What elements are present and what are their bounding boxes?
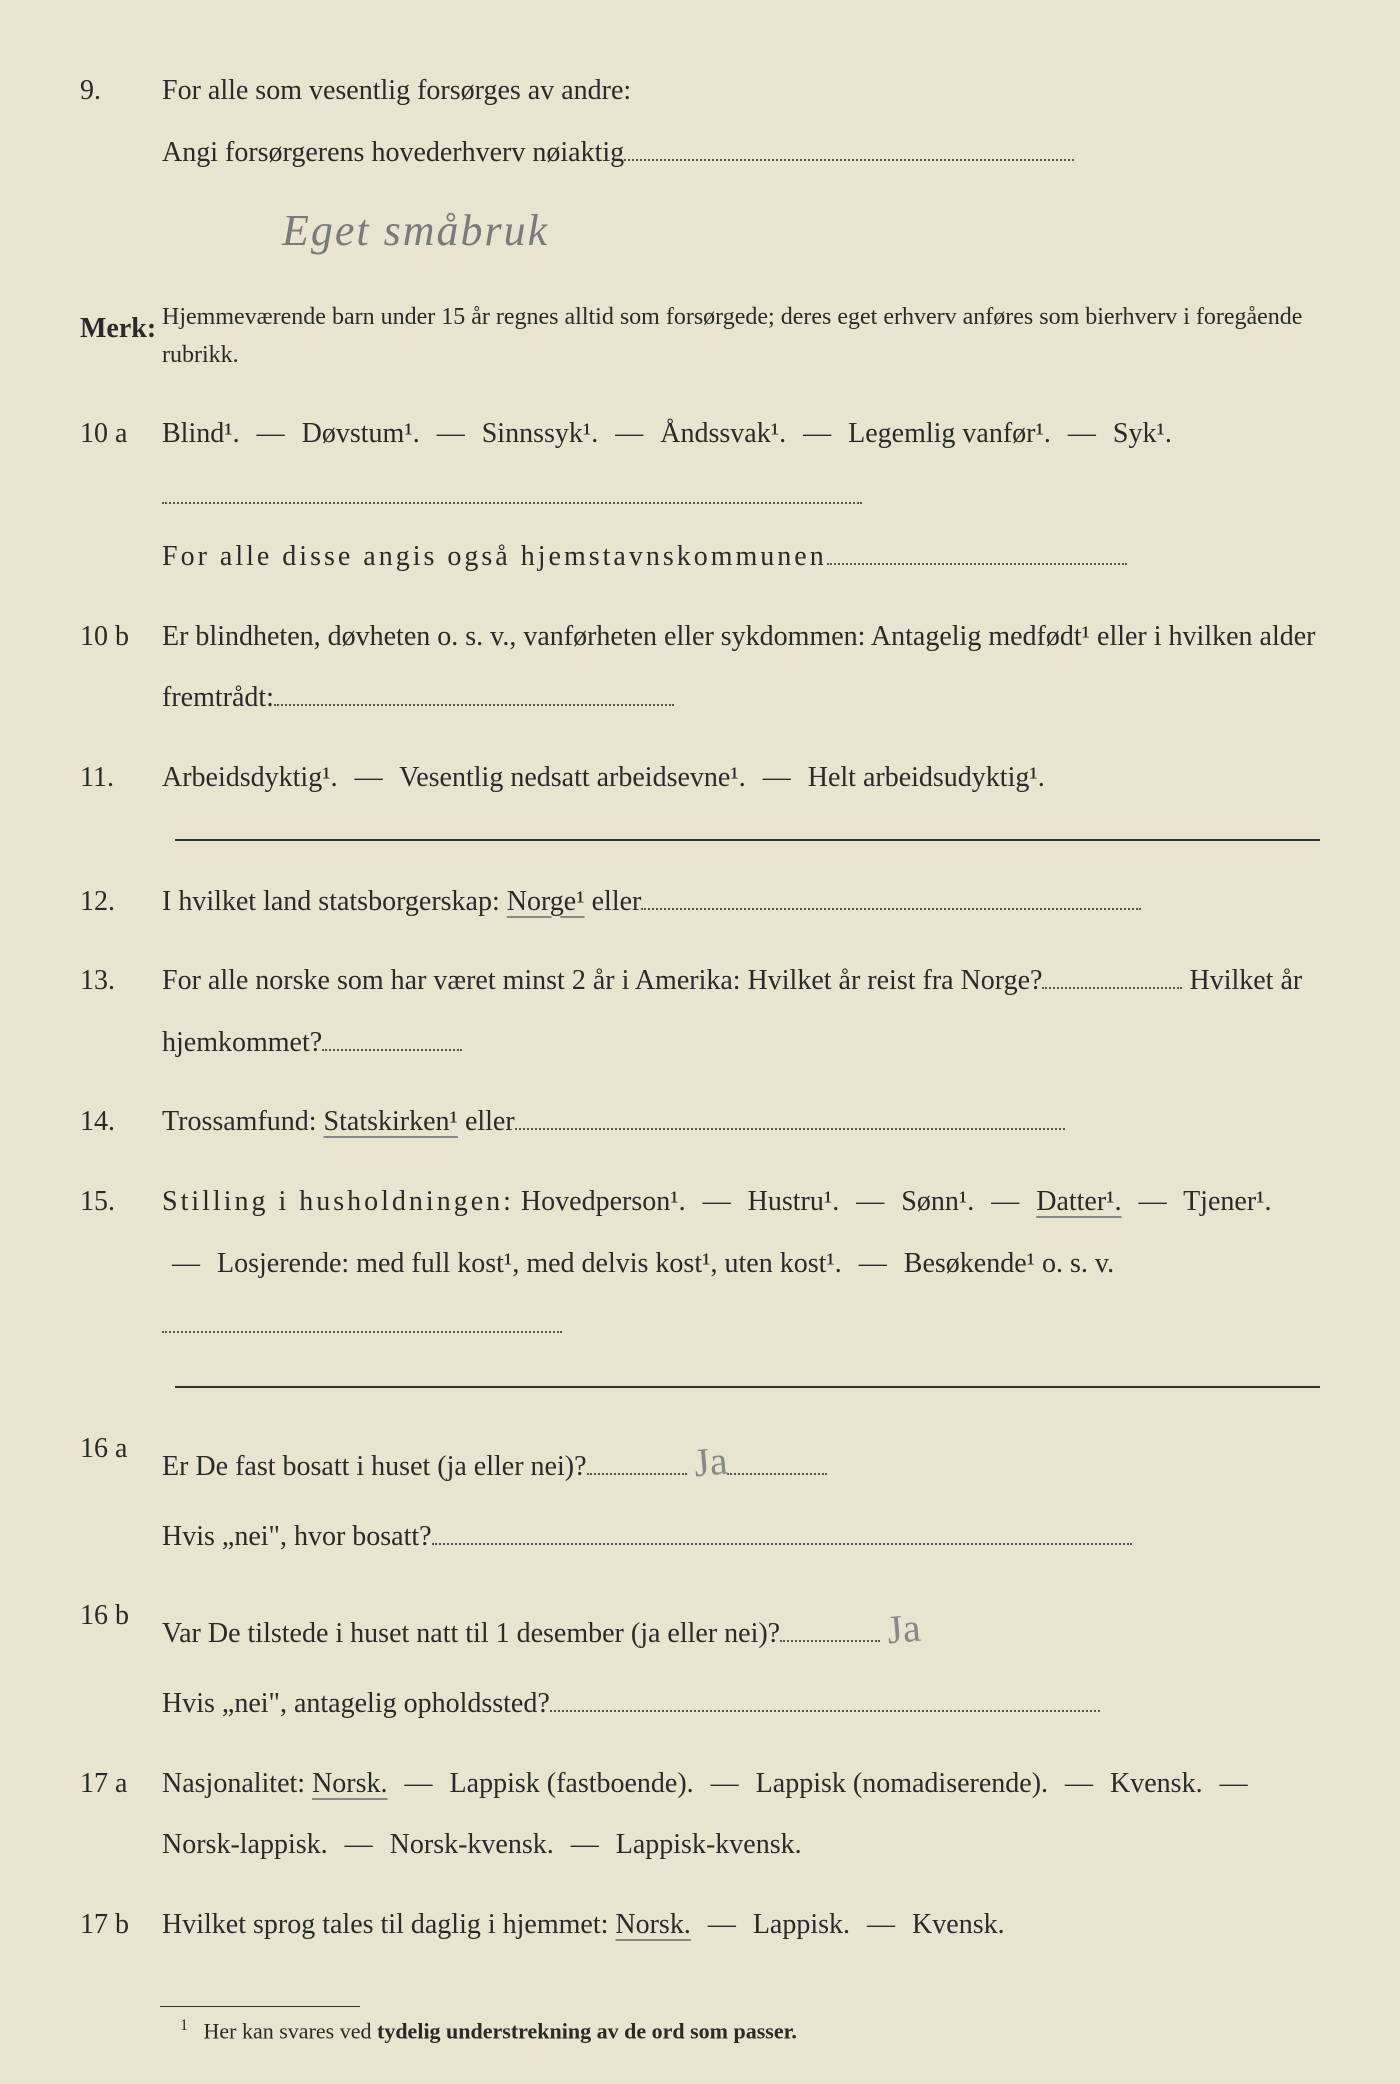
q11-number: 11. [80, 747, 155, 809]
q15-opt-tjener: Tjener¹. [1183, 1186, 1271, 1217]
q10a-number: 10 a [80, 403, 155, 465]
q17a-opt-lappisk-kvensk: Lappisk-kvensk. [616, 1829, 802, 1860]
q17a-text: Nasjonalitet: [162, 1768, 305, 1799]
question-13: 13. For alle norske som har været minst … [80, 950, 1320, 1073]
footnote-rule [160, 2006, 360, 2007]
q12-text: I hvilket land statsborgerskap: [162, 886, 500, 917]
q13-text: For alle norske som har været minst 2 år… [162, 965, 1042, 996]
merk-note: Merk: Hjemmeværende barn under 15 år reg… [80, 298, 1320, 385]
q16b-body: Var De tilstede i huset natt til 1 desem… [162, 1585, 1317, 1735]
q17b-opt-norsk: Norsk. [615, 1909, 690, 1940]
question-9: 9. For alle som vesentlig forsørges av a… [80, 60, 1320, 280]
question-17b: 17 b Hvilket sprog tales til daglig i hj… [80, 1894, 1320, 1956]
q10a-opt-blind: Blind¹. [162, 418, 240, 449]
q10a-line2: For alle disse angis også hjemstavnskomm… [162, 541, 827, 572]
q14-option: Statskirken¹ [324, 1106, 458, 1137]
q15-opt-hustru: Hustru¹. [748, 1186, 840, 1217]
q9-line1: For alle som vesentlig forsørges av andr… [162, 75, 631, 106]
merk-text: Hjemmeværende barn under 15 år regnes al… [162, 298, 1317, 375]
question-17a: 17 a Nasjonalitet: Norsk. — Lappisk (fas… [80, 1753, 1320, 1876]
question-12: 12. I hvilket land statsborgerskap: Norg… [80, 871, 1320, 933]
q15-opt-sonn: Sønn¹. [901, 1186, 974, 1217]
q17a-number: 17 a [80, 1753, 155, 1815]
q10a-opt-sinnssyk: Sinnssyk¹. [482, 418, 599, 449]
q14-body: Trossamfund: Statskirken¹ eller [162, 1091, 1317, 1153]
q17a-opt-norsk-kvensk: Norsk-kvensk. [390, 1829, 554, 1860]
q16b-text2: Hvis „nei", antagelig opholdssted? [162, 1688, 550, 1719]
q15-opt-losjerende: Losjerende: med full kost¹, med delvis k… [217, 1248, 842, 1279]
q17a-opt-norsk: Norsk. [312, 1768, 387, 1799]
q15-opt-besokende: Besøkende¹ o. s. v. [904, 1248, 1114, 1279]
q17b-opt-kvensk: Kvensk. [912, 1909, 1005, 1940]
q15-opt-hovedperson: Hovedperson¹. [521, 1186, 686, 1217]
q15-number: 15. [80, 1171, 155, 1233]
q15-text: Stilling i husholdningen: [162, 1186, 514, 1217]
q9-body: For alle som vesentlig forsørges av andr… [162, 60, 1317, 280]
q16a-text2: Hvis „nei", hvor bosatt? [162, 1521, 432, 1552]
q10a-opt-dovstum: Døvstum¹. [302, 418, 420, 449]
section-divider-1 [175, 839, 1320, 841]
q17a-body: Nasjonalitet: Norsk. — Lappisk (fastboen… [162, 1753, 1317, 1876]
q17b-number: 17 b [80, 1894, 155, 1956]
q16b-text: Var De tilstede i huset natt til 1 desem… [162, 1618, 780, 1649]
q10b-text: Er blindheten, døvheten o. s. v., vanfør… [162, 621, 1315, 714]
q16b-answer: Ja [883, 1584, 924, 1675]
footnote-num: 1 [180, 2017, 188, 2034]
question-15: 15. Stilling i husholdningen: Hovedperso… [80, 1171, 1320, 1356]
q13-body: For alle norske som har været minst 2 år… [162, 950, 1317, 1073]
q9-handwritten-answer: Eget småbruk [282, 206, 549, 255]
q15-body: Stilling i husholdningen: Hovedperson¹. … [162, 1171, 1317, 1356]
question-16b: 16 b Var De tilstede i huset natt til 1 … [80, 1585, 1320, 1735]
q16a-answer: Ja [690, 1416, 731, 1507]
question-16a: 16 a Er De fast bosatt i huset (ja eller… [80, 1418, 1320, 1568]
q17a-opt-kvensk: Kvensk. [1110, 1768, 1203, 1799]
q10a-opt-syk: Syk¹. [1113, 418, 1172, 449]
merk-label: Merk: [80, 298, 155, 360]
footnote: 1 Her kan svares ved tydelig understrekn… [80, 2017, 1320, 2044]
q10a-opt-andssvak: Åndssvak¹. [660, 418, 786, 449]
q15-opt-datter: Datter¹. [1036, 1186, 1121, 1217]
q11-opt3: Helt arbeidsudyktig¹. [808, 762, 1045, 793]
q12-or: eller [592, 886, 642, 917]
q9-line2: Angi forsørgerens hovederhverv nøiaktig [162, 137, 624, 168]
q16a-number: 16 a [80, 1418, 155, 1480]
footnote-prefix: Her kan svares ved [204, 2018, 378, 2043]
question-10b: 10 b Er blindheten, døvheten o. s. v., v… [80, 606, 1320, 729]
q17b-opt-lappisk: Lappisk. [753, 1909, 850, 1940]
q11-body: Arbeidsdyktig¹. — Vesentlig nedsatt arbe… [162, 747, 1317, 809]
footnote-bold: tydelig understrekning av de ord som pas… [377, 2018, 797, 2043]
q10a-body: Blind¹. — Døvstum¹. — Sinnssyk¹. — Åndss… [162, 403, 1317, 588]
q12-option: Norge¹ [507, 886, 585, 917]
q13-number: 13. [80, 950, 155, 1012]
q11-opt1: Arbeidsdyktig¹. [162, 762, 338, 793]
q14-number: 14. [80, 1091, 155, 1153]
q14-text: Trossamfund: [162, 1106, 317, 1137]
q17a-opt-lappisk-nomad: Lappisk (nomadiserende). [756, 1768, 1048, 1799]
question-14: 14. Trossamfund: Statskirken¹ eller [80, 1091, 1320, 1153]
question-10a: 10 a Blind¹. — Døvstum¹. — Sinnssyk¹. — … [80, 403, 1320, 588]
q16a-body: Er De fast bosatt i huset (ja eller nei)… [162, 1418, 1317, 1568]
question-11: 11. Arbeidsdyktig¹. — Vesentlig nedsatt … [80, 747, 1320, 809]
q12-number: 12. [80, 871, 155, 933]
q17b-body: Hvilket sprog tales til daglig i hjemmet… [162, 1894, 1317, 1956]
q10b-body: Er blindheten, døvheten o. s. v., vanfør… [162, 606, 1317, 729]
q17b-text: Hvilket sprog tales til daglig i hjemmet… [162, 1909, 608, 1940]
q16a-text: Er De fast bosatt i huset (ja eller nei)… [162, 1451, 587, 1482]
q17a-opt-norsk-lappisk: Norsk-lappisk. [162, 1829, 328, 1860]
q10b-number: 10 b [80, 606, 155, 668]
q9-number: 9. [80, 60, 155, 122]
q12-body: I hvilket land statsborgerskap: Norge¹ e… [162, 871, 1317, 933]
section-divider-2 [175, 1386, 1320, 1388]
q16b-number: 16 b [80, 1585, 155, 1647]
q17a-opt-lappisk-fast: Lappisk (fastboende). [450, 1768, 694, 1799]
q10a-opt-legemlig: Legemlig vanfør¹. [848, 418, 1051, 449]
document-page: 9. For alle som vesentlig forsørges av a… [0, 0, 1400, 2084]
q14-or: eller [465, 1106, 515, 1137]
q11-opt2: Vesentlig nedsatt arbeidsevne¹. [399, 762, 746, 793]
